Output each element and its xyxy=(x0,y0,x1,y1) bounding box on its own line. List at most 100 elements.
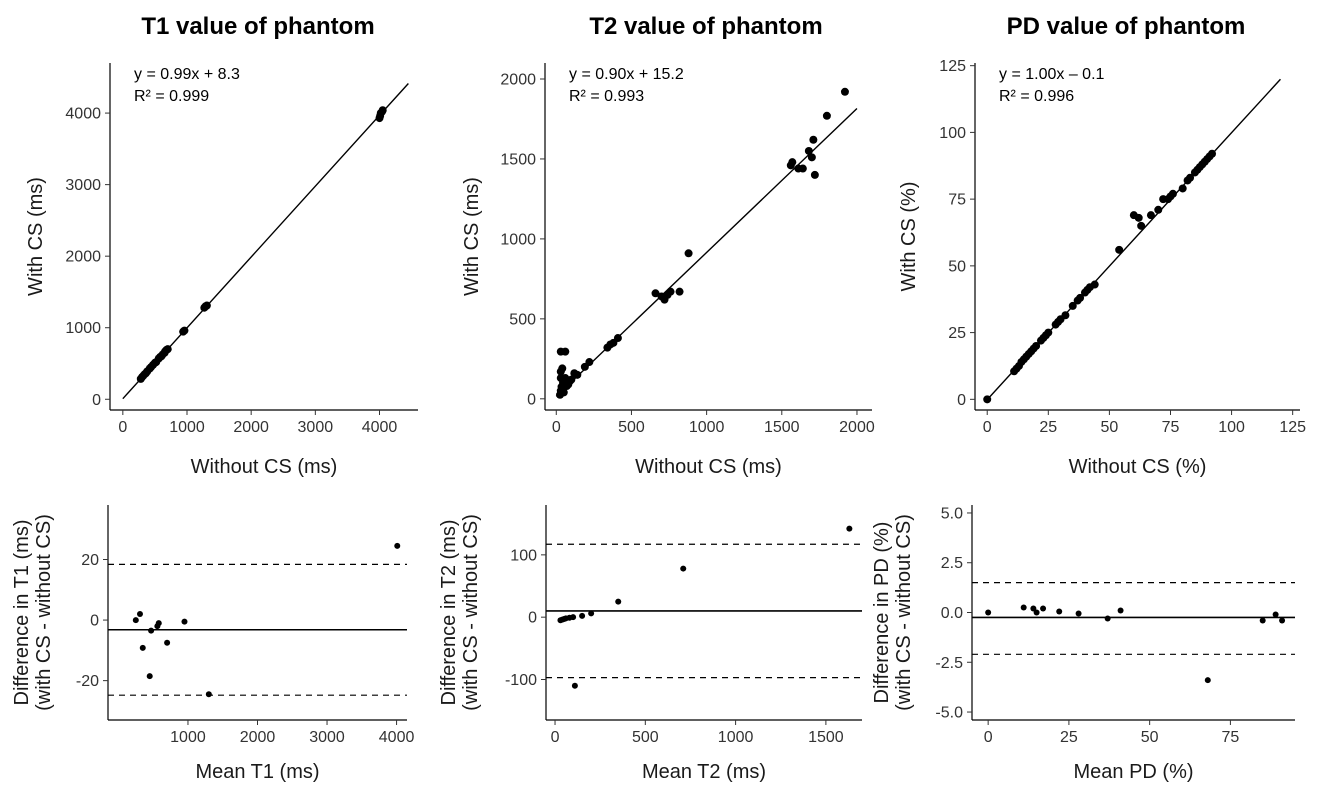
data-point xyxy=(1040,605,1047,612)
data-point xyxy=(155,620,162,627)
data-point xyxy=(1076,293,1085,302)
data-point xyxy=(588,610,595,617)
data-point xyxy=(840,87,849,96)
data-point xyxy=(804,146,813,155)
y-tick-label: 1000 xyxy=(65,320,101,337)
data-point xyxy=(567,375,576,384)
x-tick-label: 500 xyxy=(618,419,645,436)
x-axis-label: Without CS (%) xyxy=(1069,456,1207,478)
data-point xyxy=(1178,184,1187,193)
x-tick-label: 100 xyxy=(1218,419,1245,436)
x-tick-label: 0 xyxy=(984,729,993,746)
y-tick-label: 3000 xyxy=(65,177,101,194)
x-tick-label: 0 xyxy=(552,419,561,436)
x-axis-label: Without CS (ms) xyxy=(635,456,782,478)
data-point xyxy=(651,289,660,298)
y-tick-label: 50 xyxy=(948,258,966,275)
data-point xyxy=(573,370,582,379)
chart-title: PD value of phantom xyxy=(1007,13,1246,40)
regression-annotation: y = 0.90x + 15.2 xyxy=(569,66,684,83)
y-axis-label: (with CS - without CS) xyxy=(460,514,482,711)
x-tick-label: 0 xyxy=(983,419,992,436)
data-point xyxy=(809,135,818,144)
y-tick-label: 0 xyxy=(527,391,536,408)
y-tick-label: -20 xyxy=(76,673,99,690)
data-point xyxy=(1279,617,1286,624)
x-tick-label: 75 xyxy=(1162,419,1180,436)
data-point xyxy=(1186,173,1195,182)
chart-title: T2 value of phantom xyxy=(589,13,822,40)
y-tick-label: 0 xyxy=(528,610,537,627)
y-tick-label: 0 xyxy=(90,613,99,630)
data-point xyxy=(1061,311,1070,320)
data-point xyxy=(1208,149,1217,158)
regression-annotation: y = 0.99x + 8.3 xyxy=(134,66,240,83)
data-point xyxy=(613,334,622,343)
x-tick-label: 75 xyxy=(1222,729,1240,746)
data-point xyxy=(822,111,831,120)
data-point xyxy=(164,639,171,646)
y-tick-label: 0.0 xyxy=(941,605,963,622)
data-point xyxy=(798,164,807,173)
data-point xyxy=(788,158,797,167)
y-tick-label: 500 xyxy=(509,311,536,328)
y-tick-label: 2000 xyxy=(65,249,101,266)
data-point xyxy=(202,301,211,310)
y-axis-label: With CS (%) xyxy=(898,182,920,292)
x-tick-label: 4000 xyxy=(379,729,415,746)
data-point xyxy=(570,614,577,621)
x-tick-label: 0 xyxy=(118,419,127,436)
x-tick-label: 1000 xyxy=(718,729,754,746)
x-tick-label: 3000 xyxy=(298,419,334,436)
data-point xyxy=(1259,617,1266,624)
data-point xyxy=(1020,604,1027,611)
data-point xyxy=(680,565,687,572)
data-point xyxy=(1117,607,1124,614)
x-tick-label: 3000 xyxy=(309,729,345,746)
chart-panel-6: 0 25 50 75 -5.0 -2.5 0.0 2.5 5.0 Mean PD (%) Diffe… xyxy=(871,505,1295,783)
data-point xyxy=(181,618,188,625)
data-point xyxy=(675,287,684,296)
x-tick-label: 1000 xyxy=(169,419,205,436)
x-axis-label: Without CS (ms) xyxy=(191,456,338,478)
data-point xyxy=(810,170,819,179)
data-point xyxy=(1272,611,1279,618)
data-point xyxy=(558,364,567,373)
y-tick-label: 100 xyxy=(510,547,537,564)
data-point xyxy=(146,673,153,680)
x-tick-label: 1500 xyxy=(764,419,800,436)
data-point xyxy=(1032,341,1041,350)
y-axis-label: Difference in T1 (ms) xyxy=(11,520,33,706)
y-tick-label: -2.5 xyxy=(935,655,963,672)
x-tick-label: 25 xyxy=(1060,729,1078,746)
data-point xyxy=(1168,189,1177,198)
chart-title: T1 value of phantom xyxy=(141,13,374,40)
data-point xyxy=(1068,301,1077,310)
y-tick-label: 4000 xyxy=(65,106,101,123)
data-point xyxy=(394,542,401,549)
data-point xyxy=(1204,677,1211,684)
x-axis-label: Mean T2 (ms) xyxy=(642,761,766,783)
chart-panel-1: T1 value of phantom 0 1000 2000 3000 4000 0 100… xyxy=(25,13,418,478)
y-tick-label: 2.5 xyxy=(941,555,963,572)
data-point xyxy=(136,611,143,618)
y-axis-label: With CS (ms) xyxy=(461,177,483,296)
y-tick-label: 0 xyxy=(92,392,101,409)
data-point xyxy=(1056,608,1063,615)
y-axis-label: (with CS - without CS) xyxy=(893,514,915,711)
data-point xyxy=(807,153,816,162)
data-point xyxy=(148,627,155,634)
y-tick-label: 25 xyxy=(948,325,966,342)
chart-panel-4: 1000 2000 3000 4000 -20 0 20 Mean T1 (ms) Differ… xyxy=(11,505,414,783)
y-tick-label: 0 xyxy=(957,392,966,409)
y-tick-label: -100 xyxy=(505,672,537,689)
x-tick-label: 500 xyxy=(632,729,659,746)
regression-line xyxy=(122,83,409,400)
data-point xyxy=(985,609,992,616)
y-tick-label: -5.0 xyxy=(935,705,963,722)
data-point xyxy=(1154,205,1163,214)
y-tick-label: 1000 xyxy=(500,231,536,248)
data-point xyxy=(1146,211,1155,220)
y-tick-label: 5.0 xyxy=(941,505,963,522)
x-axis-label: Mean PD (%) xyxy=(1073,761,1193,783)
